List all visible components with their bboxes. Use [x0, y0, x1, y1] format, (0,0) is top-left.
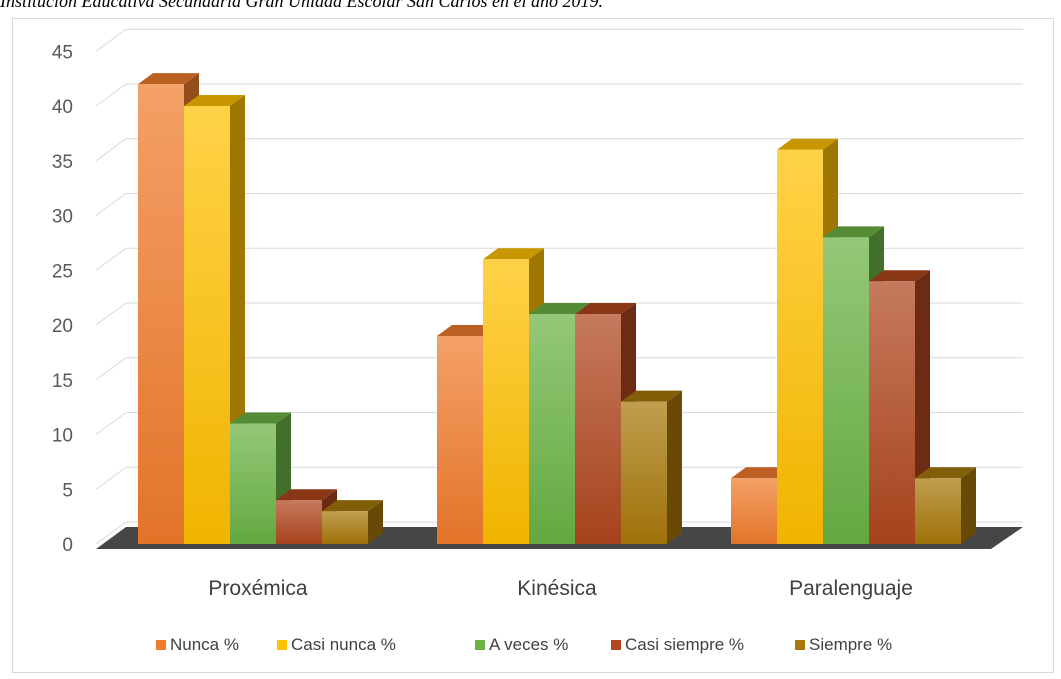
legend-label: Casi siempre %	[625, 635, 744, 654]
chart-frame: 0 5 10 15 20 25 30 35 40 45 Proxémica Kinésica Para…	[12, 18, 1054, 673]
bar-top	[483, 248, 544, 260]
gridline-diag	[95, 302, 127, 326]
bar	[230, 412, 291, 544]
legend: Nunca % Casi nunca % A veces % Casi siempre…	[156, 635, 892, 654]
y-tick-label: 30	[52, 207, 73, 228]
bar-top	[230, 412, 291, 424]
legend-swatch	[156, 640, 166, 650]
bar-top	[184, 95, 245, 106]
bar-top	[777, 138, 838, 150]
bar-front	[322, 511, 368, 544]
bar-side	[961, 467, 976, 544]
bar-front	[823, 237, 869, 544]
gridline-diag	[95, 193, 127, 216]
y-axis-ticks: 0 5 10 15 20 25 30 35 40 45	[52, 42, 73, 556]
category-label: Kinésica	[517, 577, 597, 600]
bar-front	[437, 335, 483, 544]
bar-top	[915, 467, 976, 479]
bar	[322, 500, 383, 544]
legend-item: Siempre %	[795, 635, 892, 654]
bar-side	[667, 390, 682, 544]
bars	[138, 73, 976, 545]
gridline-diag	[95, 412, 127, 435]
y-tick-label: 0	[62, 535, 73, 556]
bar-front	[138, 84, 184, 544]
y-tick-label: 15	[52, 371, 73, 392]
legend-swatch	[795, 640, 805, 650]
y-tick-label: 45	[52, 42, 73, 63]
y-tick-label: 20	[52, 316, 73, 337]
legend-swatch	[277, 640, 287, 650]
bar-front	[230, 423, 276, 544]
bar-front	[915, 478, 961, 544]
bar-top	[276, 489, 337, 501]
legend-swatch	[475, 640, 485, 650]
bar-top	[322, 500, 383, 512]
gridline-diag	[95, 357, 127, 381]
gridline-diag	[95, 521, 127, 545]
gridline-diag	[95, 83, 127, 107]
legend-item: Nunca %	[156, 635, 239, 654]
legend-item: Casi nunca %	[277, 635, 396, 654]
bar	[621, 390, 682, 544]
legend-swatch	[611, 640, 621, 650]
category-label: Proxémica	[208, 577, 308, 600]
bar-front	[184, 106, 230, 544]
bar-top	[621, 390, 682, 402]
bar-top	[869, 270, 930, 282]
y-tick-label: 35	[52, 152, 73, 173]
y-tick-label: 25	[52, 261, 73, 282]
bar-top	[731, 467, 792, 479]
legend-item: Casi siempre %	[611, 635, 744, 654]
y-tick-label: 40	[52, 97, 73, 118]
bar-front	[869, 281, 915, 544]
bar	[575, 303, 636, 544]
bar-top	[138, 73, 199, 85]
legend-item: A veces %	[475, 635, 568, 654]
gridline-diag	[95, 138, 127, 162]
bar-top	[529, 303, 590, 315]
legend-label: Casi nunca %	[291, 635, 396, 654]
bar-top	[823, 226, 884, 238]
legend-label: Nunca %	[170, 635, 239, 654]
legend-label: A veces %	[489, 635, 568, 654]
bar	[915, 467, 976, 544]
x-axis-categories: Proxémica Kinésica Paralenguaje	[208, 577, 912, 600]
bar-front	[529, 314, 575, 544]
legend-label: Siempre %	[809, 635, 892, 654]
bar-front	[276, 500, 322, 544]
category-label: Paralenguaje	[789, 577, 913, 600]
bar-front	[731, 478, 777, 544]
bar-side	[368, 500, 383, 544]
bar-front	[621, 401, 667, 544]
bar-front	[575, 314, 621, 544]
y-tick-label: 5	[62, 480, 73, 501]
gridline-diag	[95, 247, 127, 271]
bar-top	[437, 324, 498, 336]
bar-top	[575, 303, 636, 315]
gridline-diag	[95, 28, 127, 52]
gridline-diag	[95, 466, 127, 490]
bar-front	[777, 149, 823, 545]
y-tick-label: 10	[52, 426, 73, 447]
figure-caption: Institución Educativa Secundaria Gran Un…	[0, 0, 603, 11]
bar-chart: 0 5 10 15 20 25 30 35 40 45 Proxémica Kinésica Para…	[52, 28, 1023, 654]
bar-front	[483, 259, 529, 544]
